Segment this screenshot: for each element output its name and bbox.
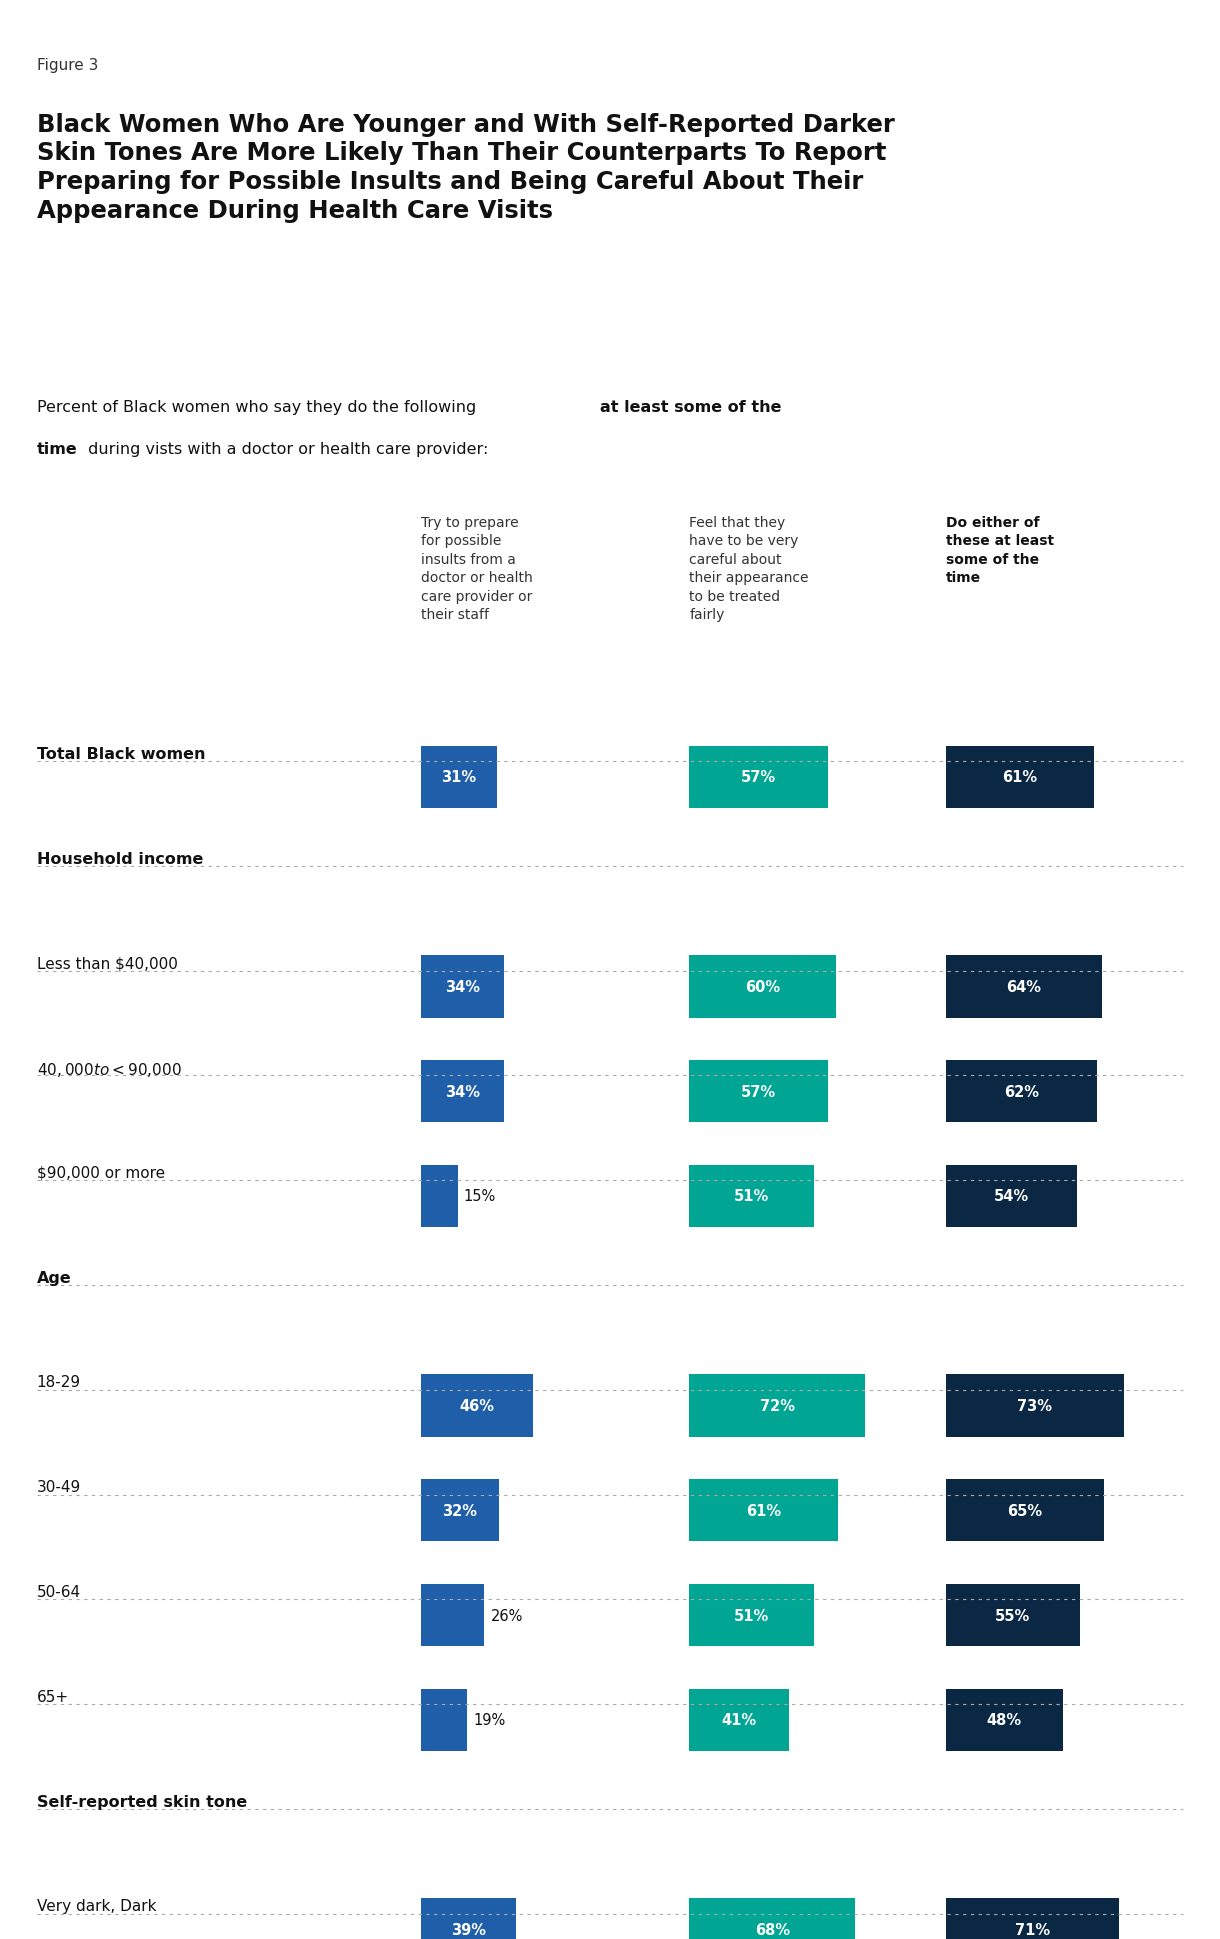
Text: 64%: 64%	[1006, 979, 1041, 995]
FancyBboxPatch shape	[689, 1898, 855, 1939]
Text: Try to prepare
for possible
insults from a
doctor or health
care provider or
the: Try to prepare for possible insults from…	[421, 516, 533, 622]
Text: 57%: 57%	[742, 1084, 776, 1099]
FancyBboxPatch shape	[421, 1165, 458, 1227]
Text: 19%: 19%	[473, 1712, 505, 1728]
FancyBboxPatch shape	[421, 1584, 484, 1646]
Text: Less than $40,000: Less than $40,000	[37, 956, 177, 971]
Text: 61%: 61%	[1003, 770, 1037, 785]
Text: 50-64: 50-64	[37, 1584, 81, 1600]
Text: Figure 3: Figure 3	[37, 58, 98, 74]
FancyBboxPatch shape	[689, 1061, 828, 1123]
Text: time: time	[37, 442, 77, 458]
Text: 72%: 72%	[760, 1398, 794, 1414]
Text: Black Women Who Are Younger and With Self-Reported Darker
Skin Tones Are More Li: Black Women Who Are Younger and With Sel…	[37, 112, 894, 223]
Text: 65%: 65%	[1008, 1503, 1042, 1518]
Text: Total Black women: Total Black women	[37, 747, 205, 762]
FancyBboxPatch shape	[421, 1479, 499, 1542]
FancyBboxPatch shape	[421, 1689, 467, 1751]
Text: Very dark, Dark: Very dark, Dark	[37, 1898, 156, 1914]
Text: 54%: 54%	[994, 1189, 1028, 1204]
Text: 51%: 51%	[734, 1189, 769, 1204]
Text: 32%: 32%	[443, 1503, 477, 1518]
FancyBboxPatch shape	[946, 1584, 1080, 1646]
Text: 51%: 51%	[734, 1607, 769, 1623]
FancyBboxPatch shape	[689, 1689, 789, 1751]
Text: Self-reported skin tone: Self-reported skin tone	[37, 1794, 246, 1809]
Text: 48%: 48%	[987, 1712, 1021, 1728]
FancyBboxPatch shape	[946, 1375, 1124, 1437]
Text: at least some of the: at least some of the	[600, 399, 782, 415]
Text: 71%: 71%	[1015, 1922, 1049, 1937]
FancyBboxPatch shape	[689, 1165, 814, 1227]
FancyBboxPatch shape	[946, 747, 1094, 809]
Text: 26%: 26%	[490, 1607, 523, 1623]
FancyBboxPatch shape	[689, 1479, 838, 1542]
Text: 15%: 15%	[464, 1189, 495, 1204]
Text: Household income: Household income	[37, 851, 203, 867]
Text: 41%: 41%	[722, 1712, 756, 1728]
Text: 30-49: 30-49	[37, 1479, 81, 1495]
Text: 31%: 31%	[442, 770, 476, 785]
FancyBboxPatch shape	[689, 956, 836, 1018]
Text: $40,000 to <$90,000: $40,000 to <$90,000	[37, 1061, 182, 1078]
Text: 73%: 73%	[1017, 1398, 1052, 1414]
FancyBboxPatch shape	[946, 956, 1102, 1018]
Text: 68%: 68%	[755, 1922, 789, 1937]
FancyBboxPatch shape	[421, 1061, 504, 1123]
Text: 55%: 55%	[996, 1607, 1030, 1623]
Text: 60%: 60%	[745, 979, 780, 995]
Text: 34%: 34%	[445, 979, 479, 995]
Text: $90,000 or more: $90,000 or more	[37, 1165, 165, 1181]
Text: 61%: 61%	[747, 1503, 781, 1518]
FancyBboxPatch shape	[946, 1061, 1097, 1123]
Text: Percent of Black women who say they do the following: Percent of Black women who say they do t…	[37, 399, 481, 415]
FancyBboxPatch shape	[946, 1898, 1119, 1939]
Text: 57%: 57%	[742, 770, 776, 785]
Text: 34%: 34%	[445, 1084, 479, 1099]
FancyBboxPatch shape	[946, 1479, 1104, 1542]
Text: 65+: 65+	[37, 1689, 68, 1704]
FancyBboxPatch shape	[421, 1375, 533, 1437]
FancyBboxPatch shape	[689, 747, 828, 809]
FancyBboxPatch shape	[421, 747, 497, 809]
FancyBboxPatch shape	[689, 1584, 814, 1646]
Text: 62%: 62%	[1004, 1084, 1038, 1099]
Text: 39%: 39%	[451, 1922, 486, 1937]
Text: 46%: 46%	[460, 1398, 494, 1414]
FancyBboxPatch shape	[421, 956, 504, 1018]
Text: Do either of
these at least
some of the
time: Do either of these at least some of the …	[946, 516, 1054, 586]
Text: 18-29: 18-29	[37, 1375, 81, 1390]
FancyBboxPatch shape	[946, 1689, 1063, 1751]
FancyBboxPatch shape	[421, 1898, 516, 1939]
FancyBboxPatch shape	[689, 1375, 865, 1437]
Text: during vists with a doctor or health care provider:: during vists with a doctor or health car…	[83, 442, 488, 458]
Text: Age: Age	[37, 1270, 71, 1286]
Text: Feel that they
have to be very
careful about
their appearance
to be treated
fair: Feel that they have to be very careful a…	[689, 516, 809, 622]
FancyBboxPatch shape	[946, 1165, 1077, 1227]
